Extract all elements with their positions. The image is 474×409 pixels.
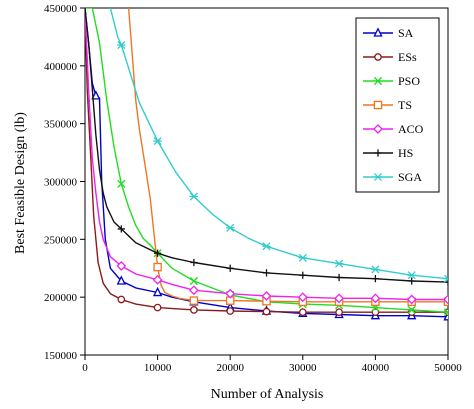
data-point-pso — [407, 305, 416, 314]
series-line-sga — [109, 8, 448, 280]
y-axis-title: Best Feasible Design (lb) — [13, 112, 28, 254]
x-axis-title: Number of Analysis — [211, 387, 324, 402]
data-point-hs — [190, 258, 198, 267]
legend-label: HS — [398, 146, 413, 160]
data-point-aco — [406, 294, 417, 305]
legend-label: TS — [398, 98, 412, 112]
data-point-sga — [407, 271, 416, 280]
data-point-ess — [298, 308, 307, 317]
y-tick-label: 200000 — [44, 292, 78, 304]
data-point-sga — [334, 259, 344, 268]
data-point-pso — [189, 276, 198, 286]
data-point-aco — [370, 293, 381, 304]
data-point-hs — [444, 278, 448, 286]
data-point-pso — [443, 308, 448, 317]
legend-item-pso: PSO — [363, 74, 420, 88]
data-point-sa — [152, 286, 163, 297]
series-line-ts — [127, 8, 448, 303]
legend-marker — [373, 172, 383, 182]
data-point-aco — [443, 294, 448, 305]
data-point-ess — [117, 295, 126, 304]
data-point-ess — [190, 306, 198, 314]
data-point-sga — [371, 265, 380, 274]
legend-label: SA — [398, 26, 414, 40]
series-aco — [85, 8, 448, 305]
series-ess — [85, 8, 448, 317]
data-point-sga — [298, 253, 307, 262]
data-point-aco — [116, 261, 127, 271]
data-point-sa — [116, 275, 126, 285]
legend-marker — [373, 100, 383, 110]
data-point-sga — [262, 242, 271, 251]
x-tick-label: 40000 — [362, 362, 390, 374]
data-point-ess — [371, 308, 380, 317]
data-point-hs — [371, 275, 379, 283]
y-tick-label: 350000 — [44, 119, 78, 131]
legend: SA ESs PSO TS ACO HS SGA — [355, 17, 440, 193]
data-point-hs — [154, 249, 162, 257]
data-point-hs — [335, 273, 343, 282]
data-point-hs — [226, 264, 234, 272]
data-point-ts — [189, 296, 199, 305]
legend-marker — [373, 124, 383, 134]
x-tick-label: 50000 — [434, 362, 462, 374]
data-point-aco — [261, 291, 272, 301]
y-tick-label: 450000 — [44, 3, 78, 15]
legend-marker — [373, 76, 383, 86]
data-point-ess — [262, 307, 271, 316]
legend-label: SGA — [398, 170, 422, 184]
data-point-sga — [117, 40, 126, 50]
x-tick-label: 20000 — [216, 362, 244, 374]
x-tick-label: 30000 — [289, 362, 317, 374]
data-point-hs — [408, 277, 416, 285]
legend-label: ACO — [398, 122, 424, 136]
legend-item-sa: SA — [363, 26, 414, 40]
data-point-hs — [262, 269, 271, 277]
legend-item-ts: TS — [363, 98, 412, 112]
data-point-aco — [334, 293, 345, 304]
series-line-hs — [85, 8, 448, 283]
legend-item-aco: ACO — [363, 122, 424, 136]
legend-item-hs: HS — [363, 146, 413, 160]
legend-marker — [373, 27, 383, 37]
data-point-ess — [153, 303, 162, 312]
data-point-ts — [153, 262, 162, 272]
data-point-sa — [91, 90, 101, 100]
data-point-sga — [226, 223, 235, 232]
data-point-sga — [153, 136, 162, 146]
legend-item-sga: SGA — [363, 170, 422, 184]
data-point-hs — [117, 225, 125, 233]
legend-marker — [374, 149, 382, 157]
data-point-sga — [443, 274, 448, 283]
data-point-aco — [188, 285, 199, 296]
legend-label: PSO — [398, 74, 420, 88]
y-tick-label: 400000 — [44, 61, 78, 73]
x-tick-label: 10000 — [144, 362, 172, 374]
data-point-hs — [299, 271, 307, 279]
data-point-aco — [152, 274, 163, 285]
y-tick-label: 150000 — [44, 350, 78, 362]
series-sga — [109, 8, 448, 283]
legend-marker — [374, 53, 382, 61]
data-point-ess — [226, 307, 235, 315]
data-point-pso — [117, 179, 126, 188]
data-point-sga — [189, 192, 199, 201]
data-point-aco — [297, 292, 308, 303]
series-hs — [85, 8, 448, 286]
legend-label: ESs — [398, 50, 417, 64]
series-line-ess — [85, 8, 448, 313]
legend-item-ess: ESs — [363, 50, 417, 64]
y-tick-label: 250000 — [44, 234, 78, 246]
series-line-pso — [85, 8, 448, 313]
y-tick-label: 300000 — [44, 177, 78, 189]
x-tick-label: 0 — [82, 362, 88, 374]
data-point-ess — [335, 308, 343, 317]
data-point-aco — [225, 288, 236, 299]
